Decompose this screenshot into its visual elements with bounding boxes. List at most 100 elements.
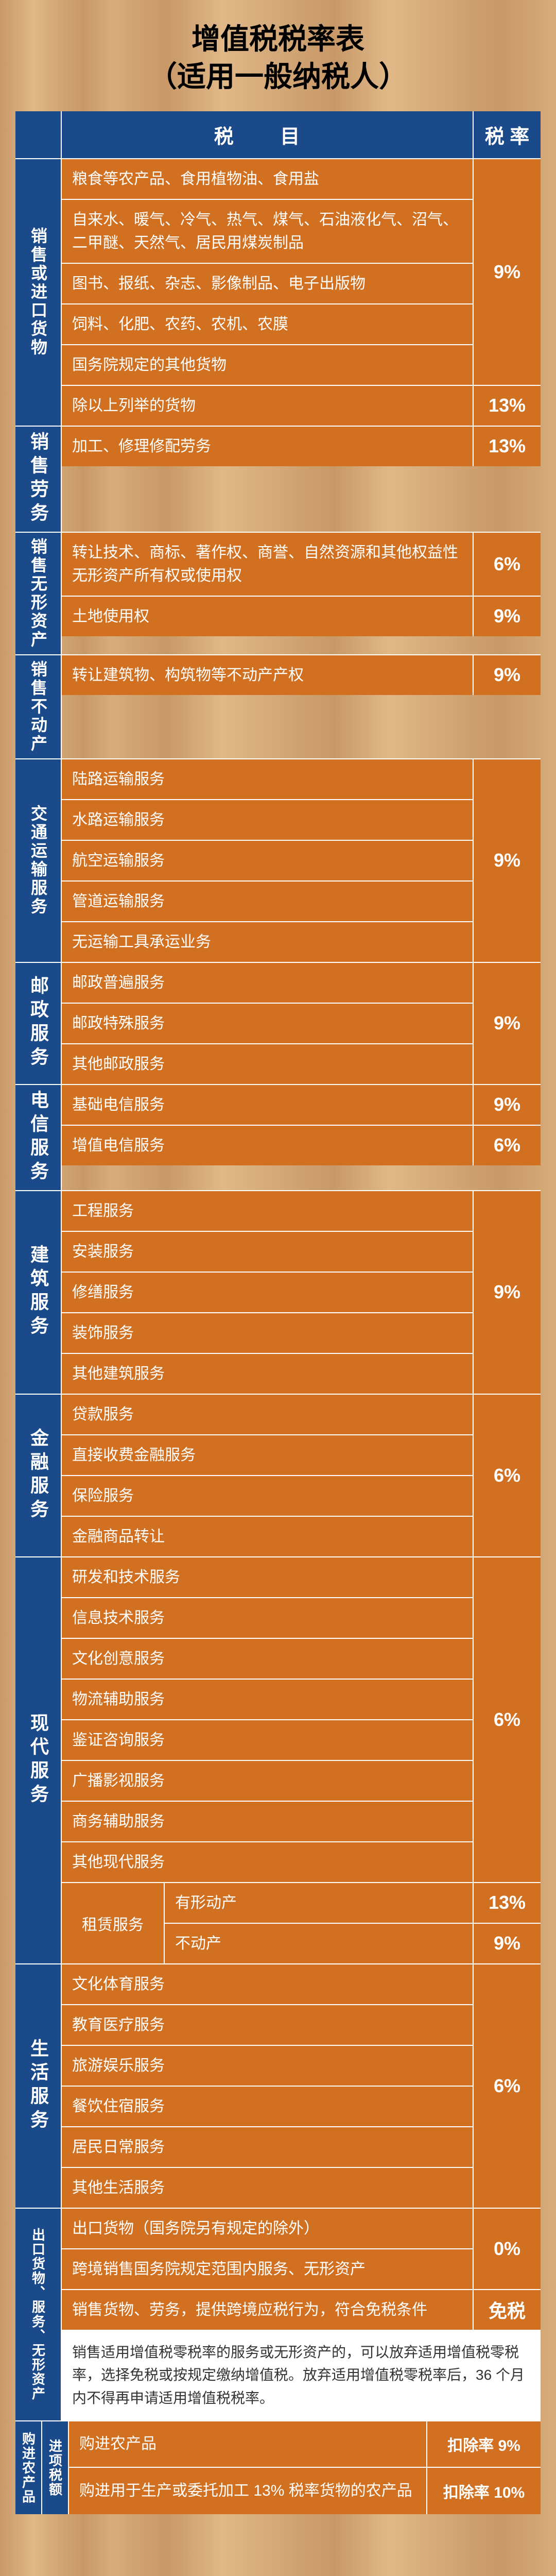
- tax-item: 广播影视服务: [62, 1761, 474, 1801]
- tax-rate: 9%: [474, 759, 541, 962]
- deduction-rate: 扣除率 10%: [427, 2468, 541, 2514]
- section: 销售劳务加工、修理修配劳务13%: [15, 426, 541, 532]
- title-line-1: 增值税税率表: [15, 21, 541, 58]
- tax-item: 旅游娱乐服务: [62, 2046, 474, 2086]
- tax-item: 金融商品转让: [62, 1517, 474, 1556]
- tax-item: 饲料、化肥、农药、农机、农膜: [62, 304, 474, 344]
- tax-item: 管道运输服务: [62, 882, 474, 921]
- category-label: 建筑服务: [15, 1191, 62, 1394]
- tax-rate: 免税: [474, 2290, 541, 2330]
- section: 交通运输服务陆路运输服务水路运输服务航空运输服务管道运输服务无运输工具承运业务9…: [15, 758, 541, 962]
- category-label: 销售或进口货物: [15, 159, 62, 426]
- title-block: 增值税税率表 （适用一般纳税人）: [15, 21, 541, 96]
- section: 金融服务贷款服务直接收费金融服务保险服务金融商品转让6%: [15, 1394, 541, 1556]
- section: 销售或进口货物粮食等农产品、食用植物油、食用盐自来水、暖气、冷气、热气、煤气、石…: [15, 158, 541, 426]
- tax-item: 装饰服务: [62, 1313, 474, 1353]
- section: 销售不动产转让建筑物、构筑物等不动产产权9%: [15, 654, 541, 758]
- tax-item: 文化创意服务: [62, 1639, 474, 1679]
- tax-item: 加工、修理修配劳务: [62, 427, 474, 466]
- tax-rate: 9%: [474, 1924, 541, 1963]
- rental-item: 不动产: [165, 1924, 474, 1963]
- tax-item: 水路运输服务: [62, 800, 474, 840]
- tax-rate: 0%: [474, 2209, 541, 2289]
- tax-rate: 6%: [474, 1557, 541, 1882]
- tax-item: 其他邮政服务: [62, 1044, 474, 1084]
- section: 出口货物、服务、无形资产出口货物（国务院另有规定的除外）跨境销售国务院规定范围内…: [15, 2208, 541, 2420]
- deduction-rate: 扣除率 9%: [427, 2421, 541, 2467]
- tax-item: 转让建筑物、构筑物等不动产产权: [62, 655, 474, 695]
- tax-item: 餐饮住宿服务: [62, 2087, 474, 2126]
- tax-rate: 9%: [474, 1085, 541, 1125]
- section: 生活服务文化体育服务教育医疗服务旅游娱乐服务餐饮住宿服务居民日常服务其他生活服务…: [15, 1963, 541, 2208]
- tax-rate: 9%: [474, 159, 541, 385]
- tax-item: 销售货物、劳务，提供跨境应税行为，符合免税条件: [62, 2290, 474, 2330]
- tax-item: 研发和技术服务: [62, 1557, 474, 1597]
- tax-item: 安装服务: [62, 1232, 474, 1272]
- tax-item: 教育医疗服务: [62, 2005, 474, 2045]
- tax-item: 邮政普遍服务: [62, 963, 474, 1003]
- tax-rate: 9%: [474, 655, 541, 695]
- note-text: 销售适用增值税零税率的服务或无形资产的，可以放弃适用增值税零税率，选择免税或按规…: [62, 2331, 541, 2420]
- tax-rate: 13%: [474, 1883, 541, 1923]
- tax-rate: 9%: [474, 1191, 541, 1394]
- tax-item: 图书、报纸、杂志、影像制品、电子出版物: [62, 264, 474, 303]
- tax-item: 修缮服务: [62, 1273, 474, 1312]
- header-rate: 税 率: [474, 111, 541, 158]
- tax-item: 贷款服务: [62, 1395, 474, 1434]
- deduction-section: 购进农产品进项税额购进农产品扣除率 9%购进用于生产或委托加工 13% 税率货物…: [15, 2420, 541, 2514]
- tax-item: 其他现代服务: [62, 1842, 474, 1882]
- tax-item: 文化体育服务: [62, 1964, 474, 2004]
- tax-item: 无运输工具承运业务: [62, 922, 474, 962]
- tax-item: 物流辅助服务: [62, 1680, 474, 1719]
- tax-item: 跨境销售国务院规定范围内服务、无形资产: [62, 2249, 474, 2289]
- tax-item: 除以上列举的货物: [62, 386, 474, 426]
- tax-rate: 13%: [474, 427, 541, 466]
- category-label: 购进农产品: [15, 2421, 42, 2514]
- tax-item: 鉴证咨询服务: [62, 1720, 474, 1760]
- tax-rate: 9%: [474, 963, 541, 1084]
- rental-item: 有形动产: [165, 1883, 474, 1923]
- table-header: 税 目 税 率: [15, 111, 541, 158]
- tax-item: 出口货物（国务院另有规定的除外）: [62, 2209, 474, 2248]
- tax-rate: 6%: [474, 533, 541, 596]
- category-label: 销售劳务: [15, 427, 62, 532]
- tax-item: 基础电信服务: [62, 1085, 474, 1125]
- tax-item: 航空运输服务: [62, 841, 474, 880]
- header-item: 税 目: [62, 111, 474, 158]
- rental-label: 租赁服务: [62, 1883, 165, 1963]
- tax-rate: 6%: [474, 1395, 541, 1556]
- category-label: 邮政服务: [15, 963, 62, 1084]
- tax-item: 其他生活服务: [62, 2168, 474, 2208]
- category-label: 出口货物、服务、无形资产: [15, 2209, 62, 2420]
- category-label: 金融服务: [15, 1395, 62, 1556]
- title-line-2: （适用一般纳税人）: [15, 58, 541, 96]
- category-label: 电信服务: [15, 1085, 62, 1190]
- deduction-item: 购进用于生产或委托加工 13% 税率货物的农产品: [69, 2468, 427, 2514]
- tax-item: 增值电信服务: [62, 1126, 474, 1165]
- category-label: 现代服务: [15, 1557, 62, 1963]
- tax-item: 信息技术服务: [62, 1598, 474, 1638]
- section: 电信服务基础电信服务9%增值电信服务6%: [15, 1084, 541, 1190]
- header-category-spacer: [15, 111, 62, 158]
- category-sublabel: 进项税额: [42, 2421, 69, 2514]
- tax-item: 陆路运输服务: [62, 759, 474, 799]
- section: 销售无形资产转让技术、商标、著作权、商誉、自然资源和其他权益性无形资产所有权或使…: [15, 532, 541, 654]
- tax-rate: 9%: [474, 597, 541, 636]
- category-label: 交通运输服务: [15, 759, 62, 962]
- section: 现代服务研发和技术服务信息技术服务文化创意服务物流辅助服务鉴证咨询服务广播影视服…: [15, 1556, 541, 1963]
- tax-rate: 6%: [474, 1964, 541, 2208]
- tax-rate: 6%: [474, 1126, 541, 1165]
- category-label: 销售无形资产: [15, 533, 62, 654]
- section: 建筑服务工程服务安装服务修缮服务装饰服务其他建筑服务9%: [15, 1190, 541, 1394]
- tax-rate: 13%: [474, 386, 541, 426]
- tax-item: 工程服务: [62, 1191, 474, 1231]
- tax-item: 粮食等农产品、食用植物油、食用盐: [62, 159, 474, 199]
- category-label: 生活服务: [15, 1964, 62, 2208]
- tax-item: 国务院规定的其他货物: [62, 345, 474, 385]
- deduction-item: 购进农产品: [69, 2421, 427, 2467]
- tax-item: 自来水、暖气、冷气、热气、煤气、石油液化气、沼气、二甲醚、天然气、居民用煤炭制品: [62, 200, 474, 263]
- tax-item: 居民日常服务: [62, 2127, 474, 2167]
- category-label: 销售不动产: [15, 655, 62, 758]
- tax-item: 其他建筑服务: [62, 1354, 474, 1394]
- section: 邮政服务邮政普遍服务邮政特殊服务其他邮政服务9%: [15, 962, 541, 1084]
